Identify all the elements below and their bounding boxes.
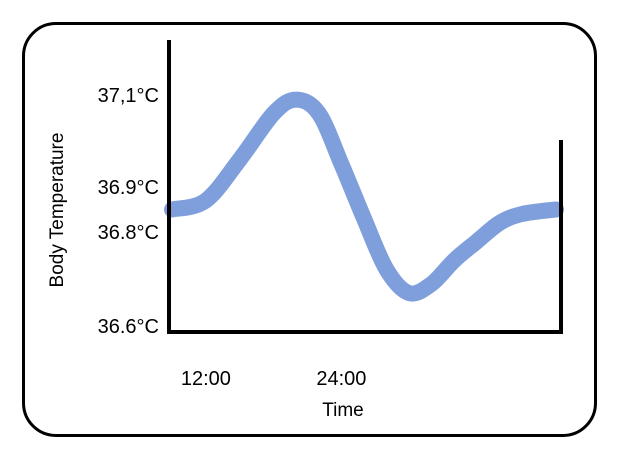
x-axis-title: Time [322, 400, 364, 421]
y-tick-label: 37,1°C [98, 85, 159, 107]
y-tick-label: 36.8°C [98, 222, 159, 244]
y-axis-title: Body Temperature [47, 133, 68, 288]
y-tick-label: 36.9°C [98, 177, 159, 199]
x-tick-label: 24:00 [316, 368, 366, 390]
x-tick-label: 12:00 [181, 368, 231, 390]
y-tick-label: 36.6°C [98, 316, 159, 338]
temperature-series-line [164, 91, 564, 302]
